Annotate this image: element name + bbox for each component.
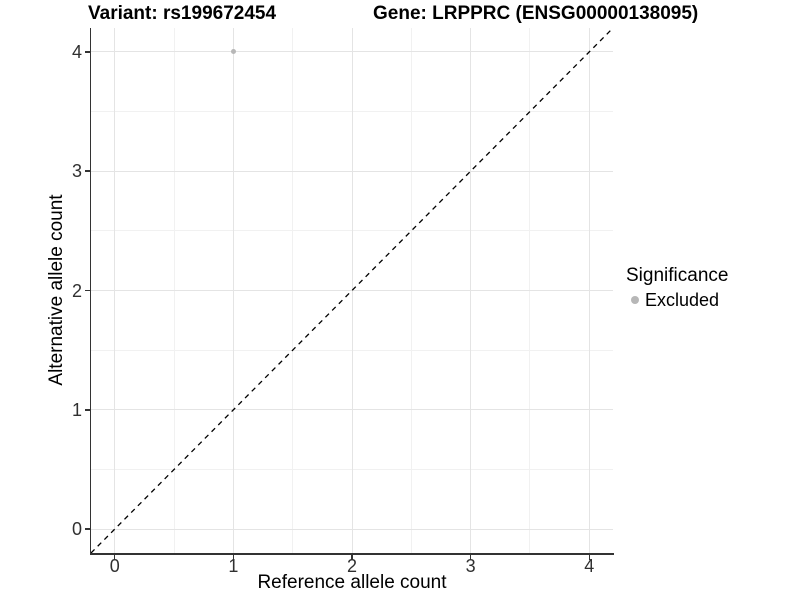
x-axis-title: Reference allele count bbox=[257, 572, 447, 593]
x-tick-label: 1 bbox=[228, 556, 239, 576]
y-tick-label: 4 bbox=[71, 41, 82, 62]
y-axis-title: Alternative allele count bbox=[46, 194, 67, 386]
y-tick-label: 0 bbox=[71, 519, 82, 540]
y-tick-mark bbox=[84, 170, 90, 172]
x-tick-mark bbox=[113, 555, 116, 560]
x-tick-mark bbox=[469, 555, 472, 560]
data-point bbox=[230, 49, 236, 55]
major-gridline-y bbox=[91, 51, 613, 53]
x-tick-label: 0 bbox=[109, 556, 120, 576]
y-tick-mark bbox=[84, 528, 90, 530]
identity-line-layer bbox=[90, 27, 614, 554]
y-tick-mark bbox=[84, 409, 90, 411]
major-gridline-y bbox=[91, 409, 613, 411]
major-gridline-y bbox=[91, 170, 613, 172]
y-tick-mark bbox=[84, 51, 90, 53]
y-axis-line bbox=[89, 28, 91, 555]
legend-key-dot bbox=[631, 296, 639, 304]
legend-items: Excluded bbox=[626, 289, 728, 311]
plot-panel bbox=[90, 27, 614, 554]
major-gridline-y bbox=[91, 528, 613, 530]
identity-dashed-line bbox=[90, 27, 614, 554]
y-tick-label: 2 bbox=[71, 280, 82, 301]
x-axis-line bbox=[89, 553, 614, 555]
x-tick-mark bbox=[232, 555, 235, 560]
x-tick-mark bbox=[351, 555, 353, 560]
y-tick-label: 3 bbox=[71, 161, 82, 182]
y-tick-label: 1 bbox=[71, 399, 82, 420]
x-tick-label: 4 bbox=[584, 556, 595, 576]
major-gridline-y bbox=[91, 290, 613, 291]
x-tick-mark bbox=[588, 555, 591, 560]
plot-title-gene: Gene: LRPPRC (ENSG00000138095) bbox=[373, 3, 699, 24]
x-tick-label: 2 bbox=[346, 556, 357, 576]
legend: Significance Excluded bbox=[626, 265, 728, 311]
legend-item-label: Excluded bbox=[645, 290, 720, 310]
x-tick-label: 3 bbox=[465, 556, 476, 576]
legend-item: Excluded bbox=[626, 289, 728, 311]
plot-title-variant: Variant: rs199672454 bbox=[88, 3, 277, 24]
y-tick-mark bbox=[84, 289, 90, 292]
legend-title: Significance bbox=[626, 265, 729, 286]
